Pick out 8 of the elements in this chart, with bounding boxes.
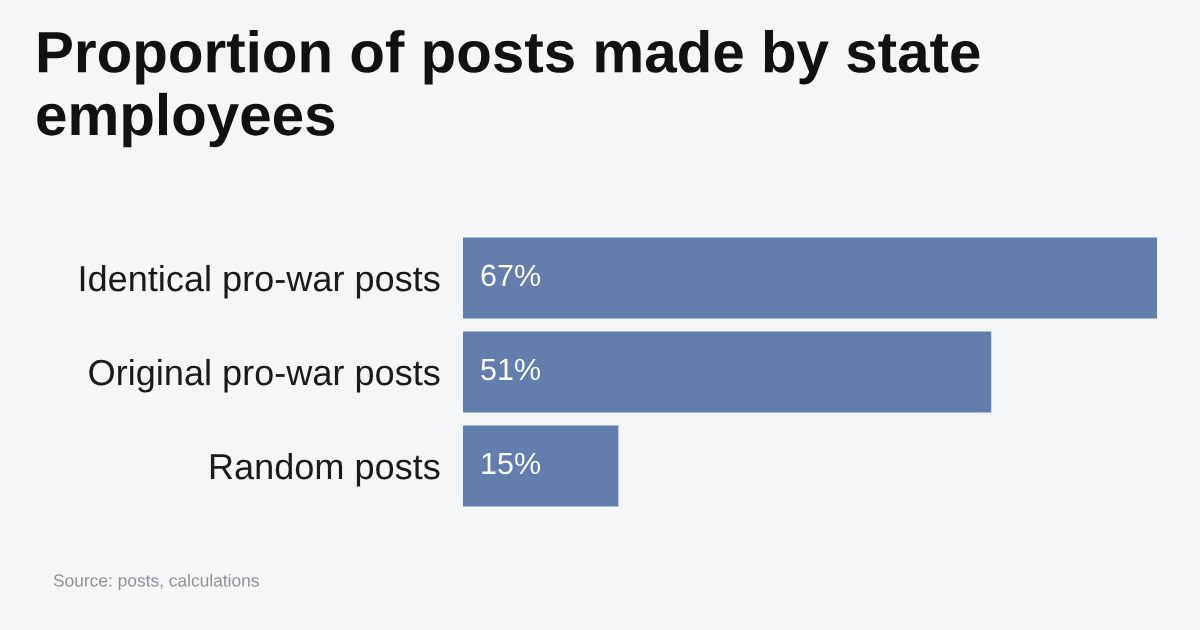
data-label: 51% [481,358,541,381]
y-tick-label: Original pro-war posts [89,358,440,393]
y-tick-label: Random posts [210,452,440,487]
chart-title: Proportion of posts made by state employees [37,30,980,148]
y-tick-label: Identical pro-war posts [80,264,440,299]
data-label: 67% [481,264,541,287]
data-label: 15% [482,452,541,475]
source-note: Source: posts, calculations [53,573,259,591]
